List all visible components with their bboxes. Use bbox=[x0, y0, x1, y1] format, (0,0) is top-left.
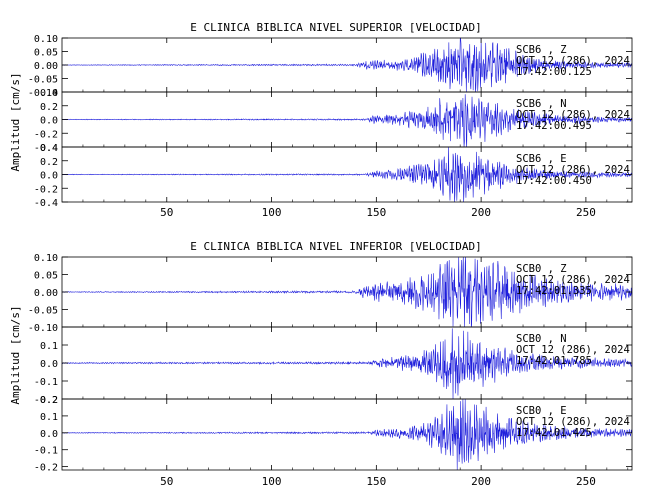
ytick-label: -0.05 bbox=[28, 306, 58, 317]
ytick-label: 0.2 bbox=[40, 157, 58, 168]
trace-n bbox=[61, 328, 633, 400]
ytick-label: 0.4 bbox=[40, 143, 58, 154]
xtick-label: 100 bbox=[262, 475, 282, 488]
date-label: OCT 12 (286), 2024 bbox=[516, 55, 630, 67]
trace-n bbox=[61, 94, 633, 148]
ytick-label: -0.2 bbox=[34, 129, 58, 140]
ytick-label: -0.2 bbox=[34, 395, 58, 406]
time-label: 17:42:00.125 bbox=[516, 66, 592, 78]
time-label: 17:42:01.425 bbox=[516, 427, 592, 439]
ytick-label: 0.0 bbox=[40, 116, 58, 127]
ytick-label: 0.1 bbox=[40, 341, 58, 352]
date-label: OCT 12 (286), 2024 bbox=[516, 274, 630, 286]
date-label: OCT 12 (286), 2024 bbox=[516, 344, 630, 356]
xtick-label: 250 bbox=[576, 475, 596, 488]
ytick-label: 0.0 bbox=[40, 359, 58, 370]
station-label: SCB0 , N bbox=[516, 333, 567, 345]
ylabel-lower: Amplitud [cm/s] bbox=[9, 305, 22, 404]
station-label: SCB6 , Z bbox=[516, 44, 567, 56]
time-label: 17:42:00.450 bbox=[516, 175, 592, 187]
ytick-label: -0.05 bbox=[28, 75, 58, 86]
xtick-label: 200 bbox=[471, 206, 491, 219]
xtick-label: 150 bbox=[366, 206, 386, 219]
ytick-label: 0.05 bbox=[34, 271, 58, 282]
ytick-label: -0.4 bbox=[34, 143, 58, 154]
trace-e bbox=[61, 398, 633, 471]
trace-z bbox=[61, 256, 633, 328]
ytick-label: 0.00 bbox=[34, 61, 58, 72]
ytick-label: 0.2 bbox=[40, 102, 58, 113]
panel-frame bbox=[61, 398, 633, 471]
station-label: SCB6 , E bbox=[516, 153, 567, 165]
xtick-label: 250 bbox=[576, 206, 596, 219]
ytick-label: 0.10 bbox=[34, 34, 58, 45]
station-label: SCB0 , Z bbox=[516, 263, 567, 275]
ytick-label: 0.10 bbox=[34, 253, 58, 264]
ytick-label: 0.2 bbox=[40, 395, 58, 406]
trace-z bbox=[61, 37, 633, 93]
ylabel-upper: Amplitud [cm/s] bbox=[9, 72, 22, 171]
ytick-label: -0.2 bbox=[34, 184, 58, 195]
xtick-label: 50 bbox=[160, 206, 173, 219]
title-upper: E CLINICA BIBLICA NIVEL SUPERIOR [VELOCI… bbox=[190, 21, 481, 34]
ytick-label: -0.1 bbox=[34, 377, 58, 388]
ytick-label: 0.4 bbox=[40, 88, 58, 99]
ytick-label: 0.0 bbox=[40, 429, 58, 440]
ytick-label: -0.4 bbox=[34, 198, 58, 209]
station-label: SCB0 , E bbox=[516, 405, 567, 417]
trace-e bbox=[61, 146, 633, 203]
ytick-label: 0.05 bbox=[34, 48, 58, 59]
station-label: SCB6 , N bbox=[516, 98, 567, 110]
xtick-label: 50 bbox=[160, 475, 173, 488]
time-label: 17:42:01.335 bbox=[516, 285, 592, 297]
ytick-label: -0.10 bbox=[28, 88, 58, 99]
date-label: OCT 12 (286), 2024 bbox=[516, 416, 630, 428]
ytick-label: -0.2 bbox=[34, 463, 58, 474]
xtick-label: 100 bbox=[262, 206, 282, 219]
xtick-label: 150 bbox=[366, 475, 386, 488]
time-label: 17:42:00.495 bbox=[516, 120, 592, 132]
title-lower: E CLINICA BIBLICA NIVEL INFERIOR [VELOCI… bbox=[190, 240, 481, 253]
ytick-label: 0.1 bbox=[40, 412, 58, 423]
date-label: OCT 12 (286), 2024 bbox=[516, 164, 630, 176]
ytick-label: 0.00 bbox=[34, 288, 58, 299]
time-label: 17:42:01.785 bbox=[516, 355, 592, 367]
ytick-label: 0.0 bbox=[40, 171, 58, 182]
ytick-label: -0.1 bbox=[34, 446, 58, 457]
date-label: OCT 12 (286), 2024 bbox=[516, 109, 630, 121]
ytick-label: -0.10 bbox=[28, 323, 58, 334]
xtick-label: 200 bbox=[471, 475, 491, 488]
